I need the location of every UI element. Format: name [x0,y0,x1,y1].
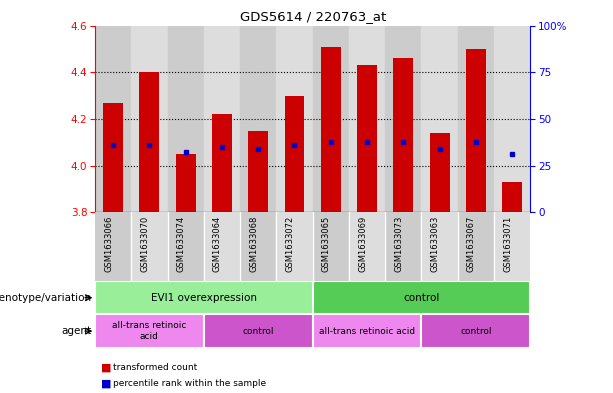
Bar [313,281,530,314]
Bar [421,314,530,348]
Text: GSM1633065: GSM1633065 [322,216,331,272]
Text: all-trans retinoic
acid: all-trans retinoic acid [112,321,186,341]
Text: GSM1633069: GSM1633069 [358,216,367,272]
Bar [385,26,422,212]
Text: agent: agent [62,326,92,336]
Bar [284,95,305,212]
Bar [240,26,276,212]
Text: ■: ■ [101,363,112,373]
Text: EVI1 overexpression: EVI1 overexpression [151,293,257,303]
Bar [276,212,313,281]
Text: GSM1633066: GSM1633066 [104,216,113,272]
Bar [313,26,349,212]
Text: GSM1633071: GSM1633071 [503,216,512,272]
Bar [349,26,385,212]
Bar [394,58,413,212]
Bar [313,212,349,281]
Text: GSM1633072: GSM1633072 [286,216,294,272]
Bar [349,212,385,281]
Text: GSM1633068: GSM1633068 [249,216,258,272]
Text: transformed count: transformed count [113,364,197,372]
Text: GSM1633067: GSM1633067 [467,216,476,272]
Bar [321,46,341,212]
Text: genotype/variation: genotype/variation [0,293,92,303]
Text: GSM1633074: GSM1633074 [177,216,186,272]
Text: GSM1633073: GSM1633073 [394,216,403,272]
Bar [204,314,313,348]
Bar [502,182,522,212]
Bar [95,281,313,314]
Bar [466,49,486,212]
Bar [494,212,530,281]
Bar [240,212,276,281]
Text: GSM1633070: GSM1633070 [140,216,150,272]
Bar [422,212,458,281]
Bar [430,133,449,212]
Text: control: control [243,327,274,336]
Bar [276,26,313,212]
Text: GSM1633063: GSM1633063 [430,216,440,272]
Bar [204,26,240,212]
Text: ■: ■ [101,379,112,389]
Bar [139,72,159,212]
Title: GDS5614 / 220763_at: GDS5614 / 220763_at [240,10,386,23]
Bar [385,212,421,281]
Bar [95,212,131,281]
Bar [494,26,530,212]
Bar [248,130,268,212]
Bar [176,154,196,212]
Text: control: control [403,293,440,303]
Bar [103,103,123,212]
Bar [458,212,494,281]
Bar [131,26,167,212]
Text: percentile rank within the sample: percentile rank within the sample [113,379,267,388]
Text: GSM1633064: GSM1633064 [213,216,222,272]
Bar [95,314,204,348]
Bar [131,212,167,281]
Bar [167,212,204,281]
Bar [95,26,131,212]
Bar [422,26,458,212]
Text: all-trans retinoic acid: all-trans retinoic acid [319,327,415,336]
Bar [357,65,377,212]
Bar [212,114,232,212]
Bar [167,26,204,212]
Text: control: control [460,327,492,336]
Bar [204,212,240,281]
Bar [313,314,422,348]
Bar [458,26,494,212]
